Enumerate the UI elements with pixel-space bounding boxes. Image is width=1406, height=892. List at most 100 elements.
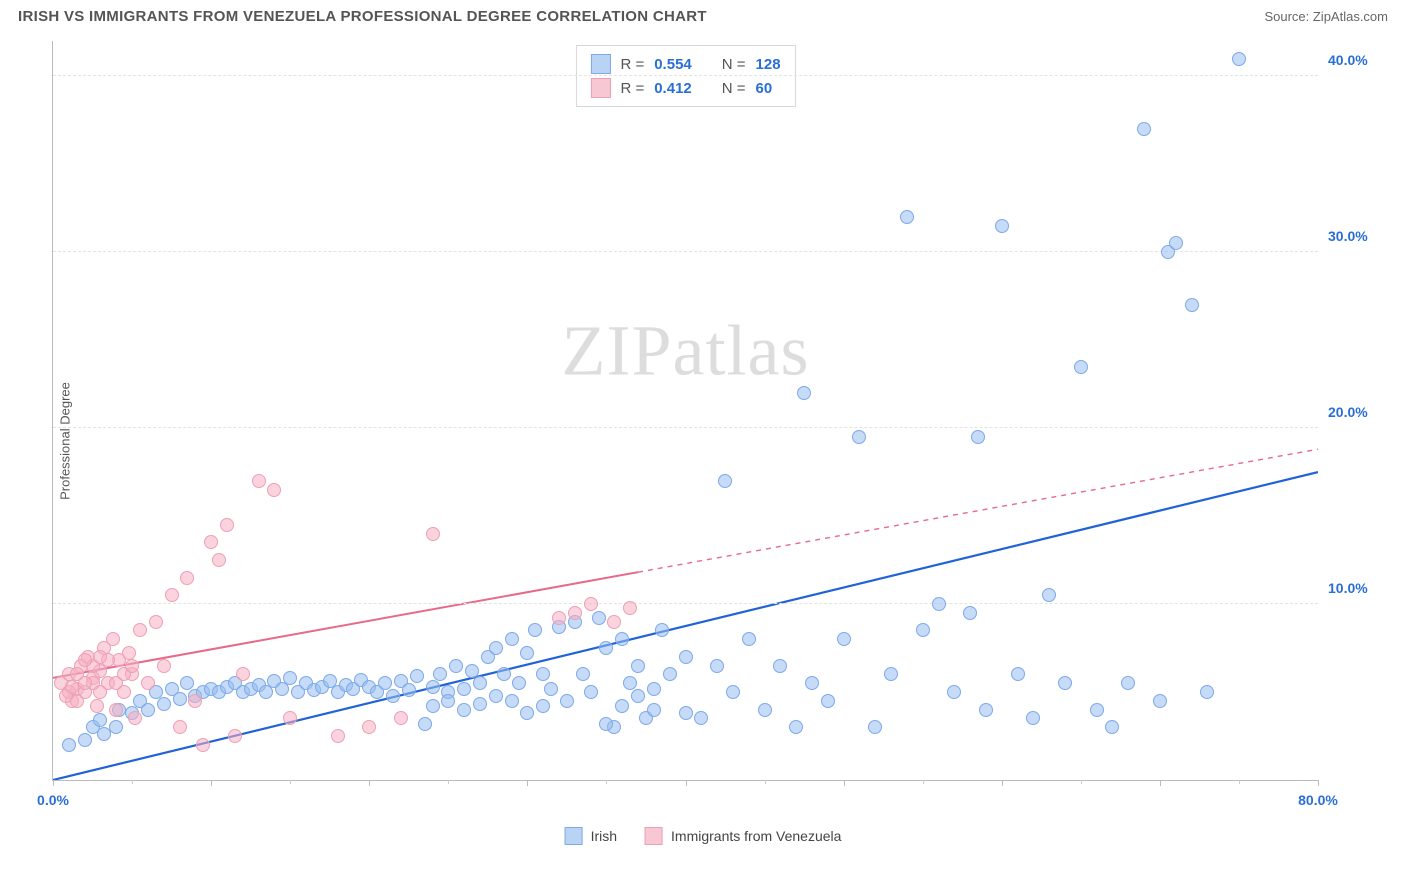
data-point [631, 689, 645, 703]
data-point [694, 711, 708, 725]
x-tick-major [369, 780, 370, 786]
x-tick-minor [132, 780, 133, 784]
data-point [916, 623, 930, 637]
data-point [1200, 685, 1214, 699]
legend-swatch [645, 827, 663, 845]
data-point [679, 706, 693, 720]
data-point [568, 606, 582, 620]
data-point [173, 720, 187, 734]
data-point [252, 474, 266, 488]
legend-item: Immigrants from Venezuela [645, 827, 841, 845]
data-point [1074, 360, 1088, 374]
n-value: 60 [756, 80, 773, 97]
legend-label: Immigrants from Venezuela [671, 828, 841, 844]
data-point [449, 659, 463, 673]
x-tick-label: 80.0% [1298, 792, 1338, 808]
x-tick-major [211, 780, 212, 786]
data-point [971, 430, 985, 444]
data-point [584, 597, 598, 611]
data-point [742, 632, 756, 646]
data-point [489, 641, 503, 655]
y-tick-label: 40.0% [1328, 52, 1388, 68]
x-tick-minor [765, 780, 766, 784]
data-point [647, 703, 661, 717]
data-point [789, 720, 803, 734]
data-point [473, 697, 487, 711]
data-point [805, 676, 819, 690]
gridline [53, 251, 1318, 252]
data-point [128, 711, 142, 725]
data-point [1169, 236, 1183, 250]
data-point [109, 720, 123, 734]
series-legend: IrishImmigrants from Venezuela [565, 827, 842, 845]
data-point [584, 685, 598, 699]
data-point [758, 703, 772, 717]
data-point [410, 669, 424, 683]
data-point [1011, 667, 1025, 681]
data-point [1185, 298, 1199, 312]
data-point [932, 597, 946, 611]
x-tick-major [844, 780, 845, 786]
chart-title: IRISH VS IMMIGRANTS FROM VENEZUELA PROFE… [18, 8, 707, 25]
watermark: ZIPatlas [562, 310, 810, 393]
data-point [426, 680, 440, 694]
data-point [473, 676, 487, 690]
data-point [283, 671, 297, 685]
x-tick-major [1002, 780, 1003, 786]
y-tick-label: 10.0% [1328, 580, 1388, 596]
data-point [228, 729, 242, 743]
data-point [615, 699, 629, 713]
data-point [457, 703, 471, 717]
data-point [165, 588, 179, 602]
data-point [1153, 694, 1167, 708]
data-point [402, 683, 416, 697]
data-point [900, 210, 914, 224]
data-point [180, 571, 194, 585]
data-point [552, 611, 566, 625]
data-point [267, 483, 281, 497]
source-prefix: Source: [1264, 9, 1312, 24]
x-tick-minor [1081, 780, 1082, 784]
legend-swatch [565, 827, 583, 845]
data-point [592, 611, 606, 625]
data-point [868, 720, 882, 734]
data-point [125, 659, 139, 673]
x-tick-minor [1239, 780, 1240, 784]
data-point [1232, 52, 1246, 66]
data-point [418, 717, 432, 731]
data-point [615, 632, 629, 646]
data-point [62, 738, 76, 752]
data-point [852, 430, 866, 444]
data-point [631, 659, 645, 673]
data-point [505, 632, 519, 646]
x-tick-minor [606, 780, 607, 784]
data-point [663, 667, 677, 681]
data-point [362, 720, 376, 734]
data-point [718, 474, 732, 488]
data-point [1090, 703, 1104, 717]
data-point [331, 729, 345, 743]
data-point [797, 386, 811, 400]
data-point [78, 676, 92, 690]
data-point [283, 711, 297, 725]
data-point [1137, 122, 1151, 136]
data-point [773, 659, 787, 673]
source-link[interactable]: ZipAtlas.com [1313, 9, 1388, 24]
data-point [141, 676, 155, 690]
data-point [837, 632, 851, 646]
plot-area: ZIPatlas R =0.554N =128R =0.412N =60 10.… [52, 41, 1318, 781]
data-point [426, 527, 440, 541]
data-point [65, 680, 79, 694]
data-point [821, 694, 835, 708]
data-point [204, 535, 218, 549]
data-point [93, 713, 107, 727]
data-point [607, 615, 621, 629]
r-label: R = [620, 80, 644, 97]
data-point [576, 667, 590, 681]
gridline [53, 427, 1318, 428]
data-point [963, 606, 977, 620]
data-point [528, 623, 542, 637]
data-point [497, 667, 511, 681]
y-tick-label: 20.0% [1328, 404, 1388, 420]
data-point [1026, 711, 1040, 725]
